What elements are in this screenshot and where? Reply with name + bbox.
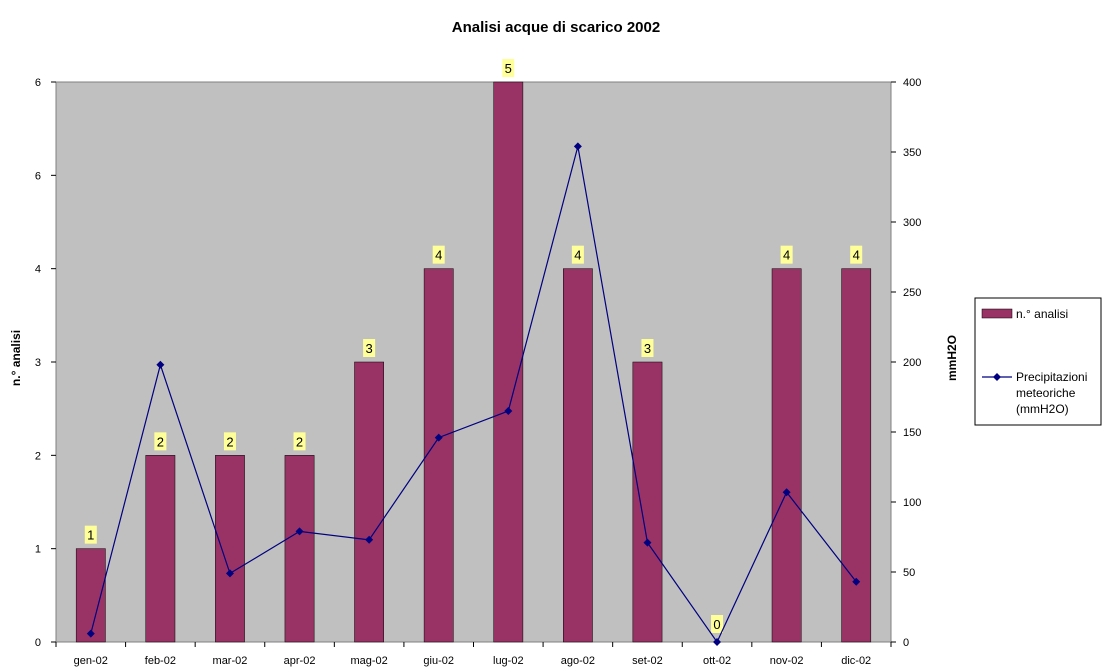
data-label-background bbox=[293, 432, 306, 451]
data-label-background bbox=[641, 339, 654, 357]
right-tick-label: 50 bbox=[903, 567, 915, 579]
x-tick-label: dic-02 bbox=[841, 655, 871, 667]
legend-line-marker bbox=[993, 373, 1001, 381]
legend-line-label-2: meteoriche bbox=[1016, 386, 1076, 400]
data-label-background bbox=[780, 245, 793, 264]
data-label-background bbox=[223, 432, 236, 451]
data-label-background bbox=[502, 59, 515, 77]
x-tick-label: ago-02 bbox=[561, 655, 595, 667]
legend-line-label-3: (mmH2O) bbox=[1016, 402, 1069, 416]
right-tick-label: 200 bbox=[903, 357, 921, 369]
right-tick-label: 150 bbox=[903, 427, 921, 439]
left-axis-title: n.° analisi bbox=[9, 330, 23, 386]
bar-data-label: 2 bbox=[296, 434, 303, 449]
data-label-background bbox=[850, 245, 863, 264]
precipitation-point bbox=[852, 577, 861, 586]
right-tick-label: 250 bbox=[903, 287, 921, 299]
bar-data-label: 3 bbox=[644, 341, 651, 356]
left-tick-label: 6 bbox=[35, 77, 41, 89]
bar-data-labels: 1 2 2 2 3 4 5 4 3 0 4 4 bbox=[84, 59, 863, 633]
x-tick-label: giu-02 bbox=[423, 655, 454, 667]
precipitation-line bbox=[90, 146, 857, 644]
x-tick-label: set-02 bbox=[632, 655, 663, 667]
precipitation-point bbox=[643, 538, 652, 547]
left-tick-label: 4 bbox=[35, 264, 41, 276]
bar-data-label: 4 bbox=[435, 248, 442, 263]
precipitation-point bbox=[86, 629, 95, 638]
right-tick-label: 350 bbox=[903, 147, 921, 159]
left-tick-label: 1 bbox=[35, 544, 41, 556]
bar bbox=[354, 361, 384, 643]
precipitation-point bbox=[504, 407, 513, 415]
bar bbox=[771, 268, 802, 643]
bar-data-label: 2 bbox=[157, 434, 164, 449]
x-tick-label: mar-02 bbox=[213, 655, 248, 667]
bar bbox=[493, 81, 524, 643]
plot-area bbox=[55, 81, 892, 643]
right-tick-label: 400 bbox=[903, 77, 921, 89]
x-tick-label: gen-02 bbox=[74, 655, 108, 667]
legend: n.° analisi Precipitazioni meteoriche (m… bbox=[974, 297, 1102, 426]
right-tick-label: 0 bbox=[903, 637, 909, 649]
data-label-background bbox=[84, 525, 97, 544]
bar-data-label: 4 bbox=[574, 248, 581, 263]
precipitation-point bbox=[295, 527, 304, 536]
chart-title: Analisi acque di scarico 2002 bbox=[452, 19, 660, 36]
x-tick-label: mag-02 bbox=[350, 655, 387, 667]
bar bbox=[563, 268, 593, 643]
precipitation-point bbox=[713, 638, 722, 646]
x-tick-label: nov-02 bbox=[770, 655, 804, 667]
precipitation-point bbox=[434, 433, 443, 442]
bar bbox=[145, 455, 176, 643]
bar-data-label: 0 bbox=[713, 617, 720, 632]
bar-series bbox=[75, 81, 872, 643]
bar bbox=[841, 268, 872, 643]
bar-data-label: 1 bbox=[87, 528, 94, 543]
left-tick-label: 0 bbox=[35, 637, 41, 649]
right-tick-label: 300 bbox=[903, 217, 921, 229]
legend-bar-swatch bbox=[981, 308, 1013, 319]
right-tick-label: 100 bbox=[903, 497, 921, 509]
data-label-background bbox=[711, 615, 724, 633]
data-label-background bbox=[432, 245, 445, 264]
precipitation-point bbox=[156, 360, 165, 369]
x-tick-label: lug-02 bbox=[493, 655, 524, 667]
precipitation-point bbox=[573, 142, 582, 151]
legend-box bbox=[974, 297, 1102, 426]
data-label-background bbox=[154, 432, 167, 451]
left-tick-label: 6 bbox=[35, 170, 41, 182]
x-tick-label: feb-02 bbox=[145, 655, 176, 667]
legend-line-label-1: Precipitazioni bbox=[1016, 370, 1087, 384]
bar-data-label: 5 bbox=[505, 61, 512, 76]
right-axis: 0 50 100 150 200 250 300 350 400 bbox=[891, 77, 921, 649]
legend-bar-label: n.° analisi bbox=[1016, 307, 1068, 321]
precipitation-point bbox=[782, 488, 791, 497]
precipitation-point bbox=[365, 535, 374, 544]
x-axis: gen-02 feb-02 mar-02 apr-02 mag-02 giu-02 lug-… bbox=[55, 642, 892, 667]
x-tick-label: apr-02 bbox=[284, 655, 316, 667]
bar-data-label: 2 bbox=[226, 434, 233, 449]
data-label-background bbox=[363, 339, 376, 357]
left-tick-label: 2 bbox=[35, 450, 41, 462]
bar-data-label: 4 bbox=[853, 248, 860, 263]
bar-data-label: 4 bbox=[783, 248, 790, 263]
bar bbox=[215, 455, 245, 643]
data-label-background bbox=[571, 245, 584, 264]
left-axis: 0 1 2 3 4 6 6 bbox=[35, 77, 56, 649]
precipitation-point bbox=[225, 569, 234, 578]
line-series bbox=[86, 142, 861, 646]
right-axis-title: mmH2O bbox=[945, 335, 959, 381]
left-tick-label: 3 bbox=[35, 357, 41, 369]
bar bbox=[284, 455, 315, 643]
bar bbox=[632, 361, 663, 643]
bar bbox=[423, 268, 454, 643]
bar-data-label: 3 bbox=[366, 341, 373, 356]
x-tick-label: ott-02 bbox=[703, 655, 731, 667]
